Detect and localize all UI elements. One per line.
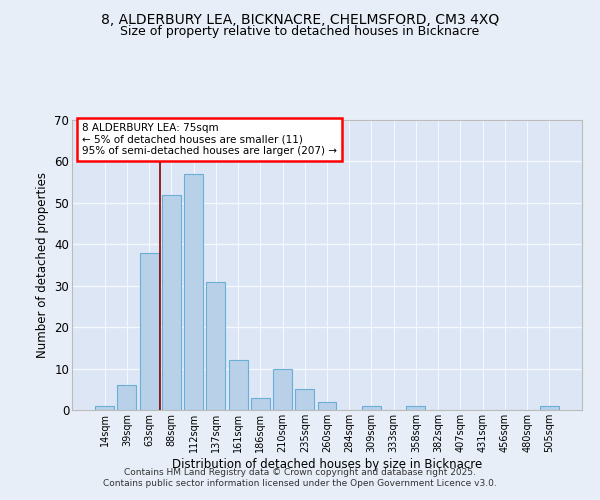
Bar [540,406,559,410]
Bar [273,368,292,410]
Bar [229,360,248,410]
X-axis label: Distribution of detached houses by size in Bicknacre: Distribution of detached houses by size … [172,458,482,470]
Text: 8, ALDERBURY LEA, BICKNACRE, CHELMSFORD, CM3 4XQ: 8, ALDERBURY LEA, BICKNACRE, CHELMSFORD,… [101,12,499,26]
Text: 8 ALDERBURY LEA: 75sqm
← 5% of detached houses are smaller (11)
95% of semi-deta: 8 ALDERBURY LEA: 75sqm ← 5% of detached … [82,123,337,156]
Bar [362,406,381,410]
Bar [140,252,158,410]
Bar [295,390,314,410]
Bar [184,174,203,410]
Bar [162,194,181,410]
Text: Size of property relative to detached houses in Bicknacre: Size of property relative to detached ho… [121,25,479,38]
Y-axis label: Number of detached properties: Number of detached properties [36,172,49,358]
Bar [251,398,270,410]
Bar [317,402,337,410]
Bar [406,406,425,410]
Bar [206,282,225,410]
Bar [118,385,136,410]
Text: Contains HM Land Registry data © Crown copyright and database right 2025.
Contai: Contains HM Land Registry data © Crown c… [103,468,497,487]
Bar [95,406,114,410]
